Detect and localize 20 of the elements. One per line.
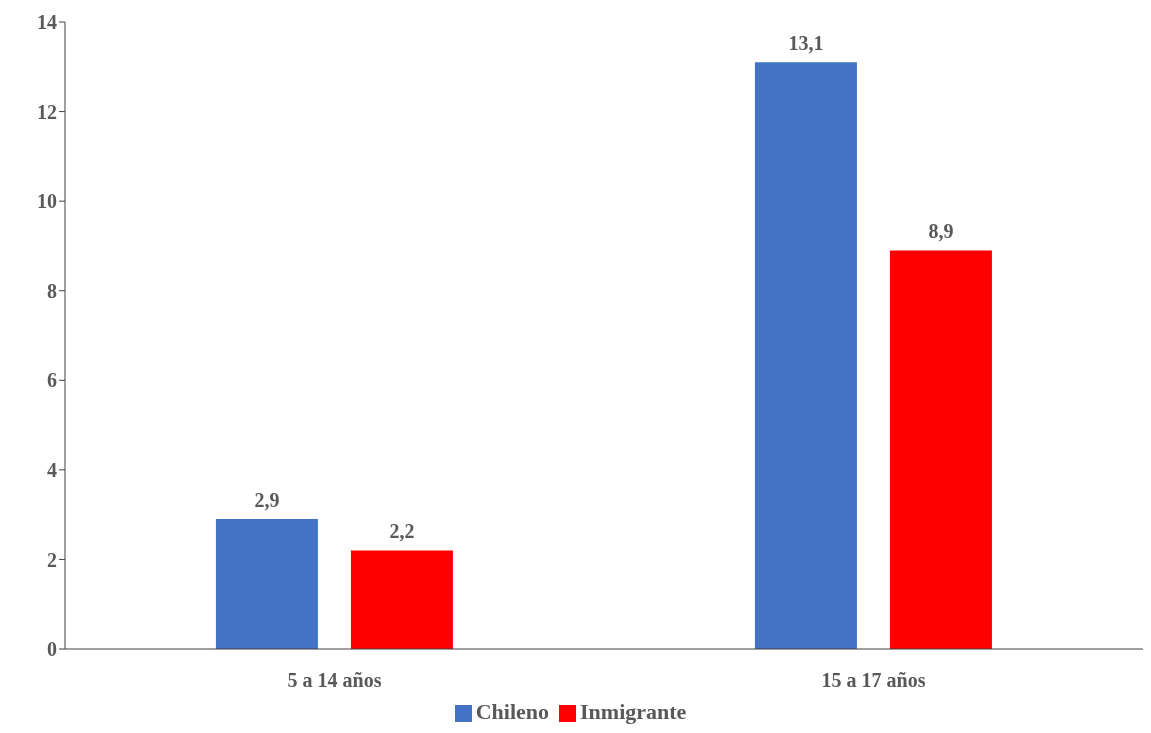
y-tick-label: 0: [47, 638, 57, 661]
data-label: 2,2: [389, 520, 415, 543]
x-tick-label: 15 a 17 años: [821, 669, 926, 692]
y-tick-label: 12: [37, 100, 57, 123]
y-tick-label: 8: [47, 279, 57, 302]
legend-label: Inmigrante: [580, 699, 687, 724]
data-label: 13,1: [788, 32, 824, 55]
legend-label: Chileno: [475, 699, 550, 724]
y-tick-label: 14: [37, 11, 57, 34]
y-tick-label: 4: [47, 458, 57, 481]
bar: [889, 250, 992, 649]
bar: [215, 519, 318, 649]
y-tick-label: 2: [47, 548, 57, 571]
data-label: 8,9: [928, 220, 954, 243]
data-label: 2,9: [254, 489, 280, 512]
bar: [350, 550, 453, 649]
y-tick-label: 6: [47, 369, 57, 392]
x-tick-label: 5 a 14 años: [287, 669, 382, 692]
bar: [754, 62, 857, 649]
y-tick-label: 10: [37, 190, 57, 213]
